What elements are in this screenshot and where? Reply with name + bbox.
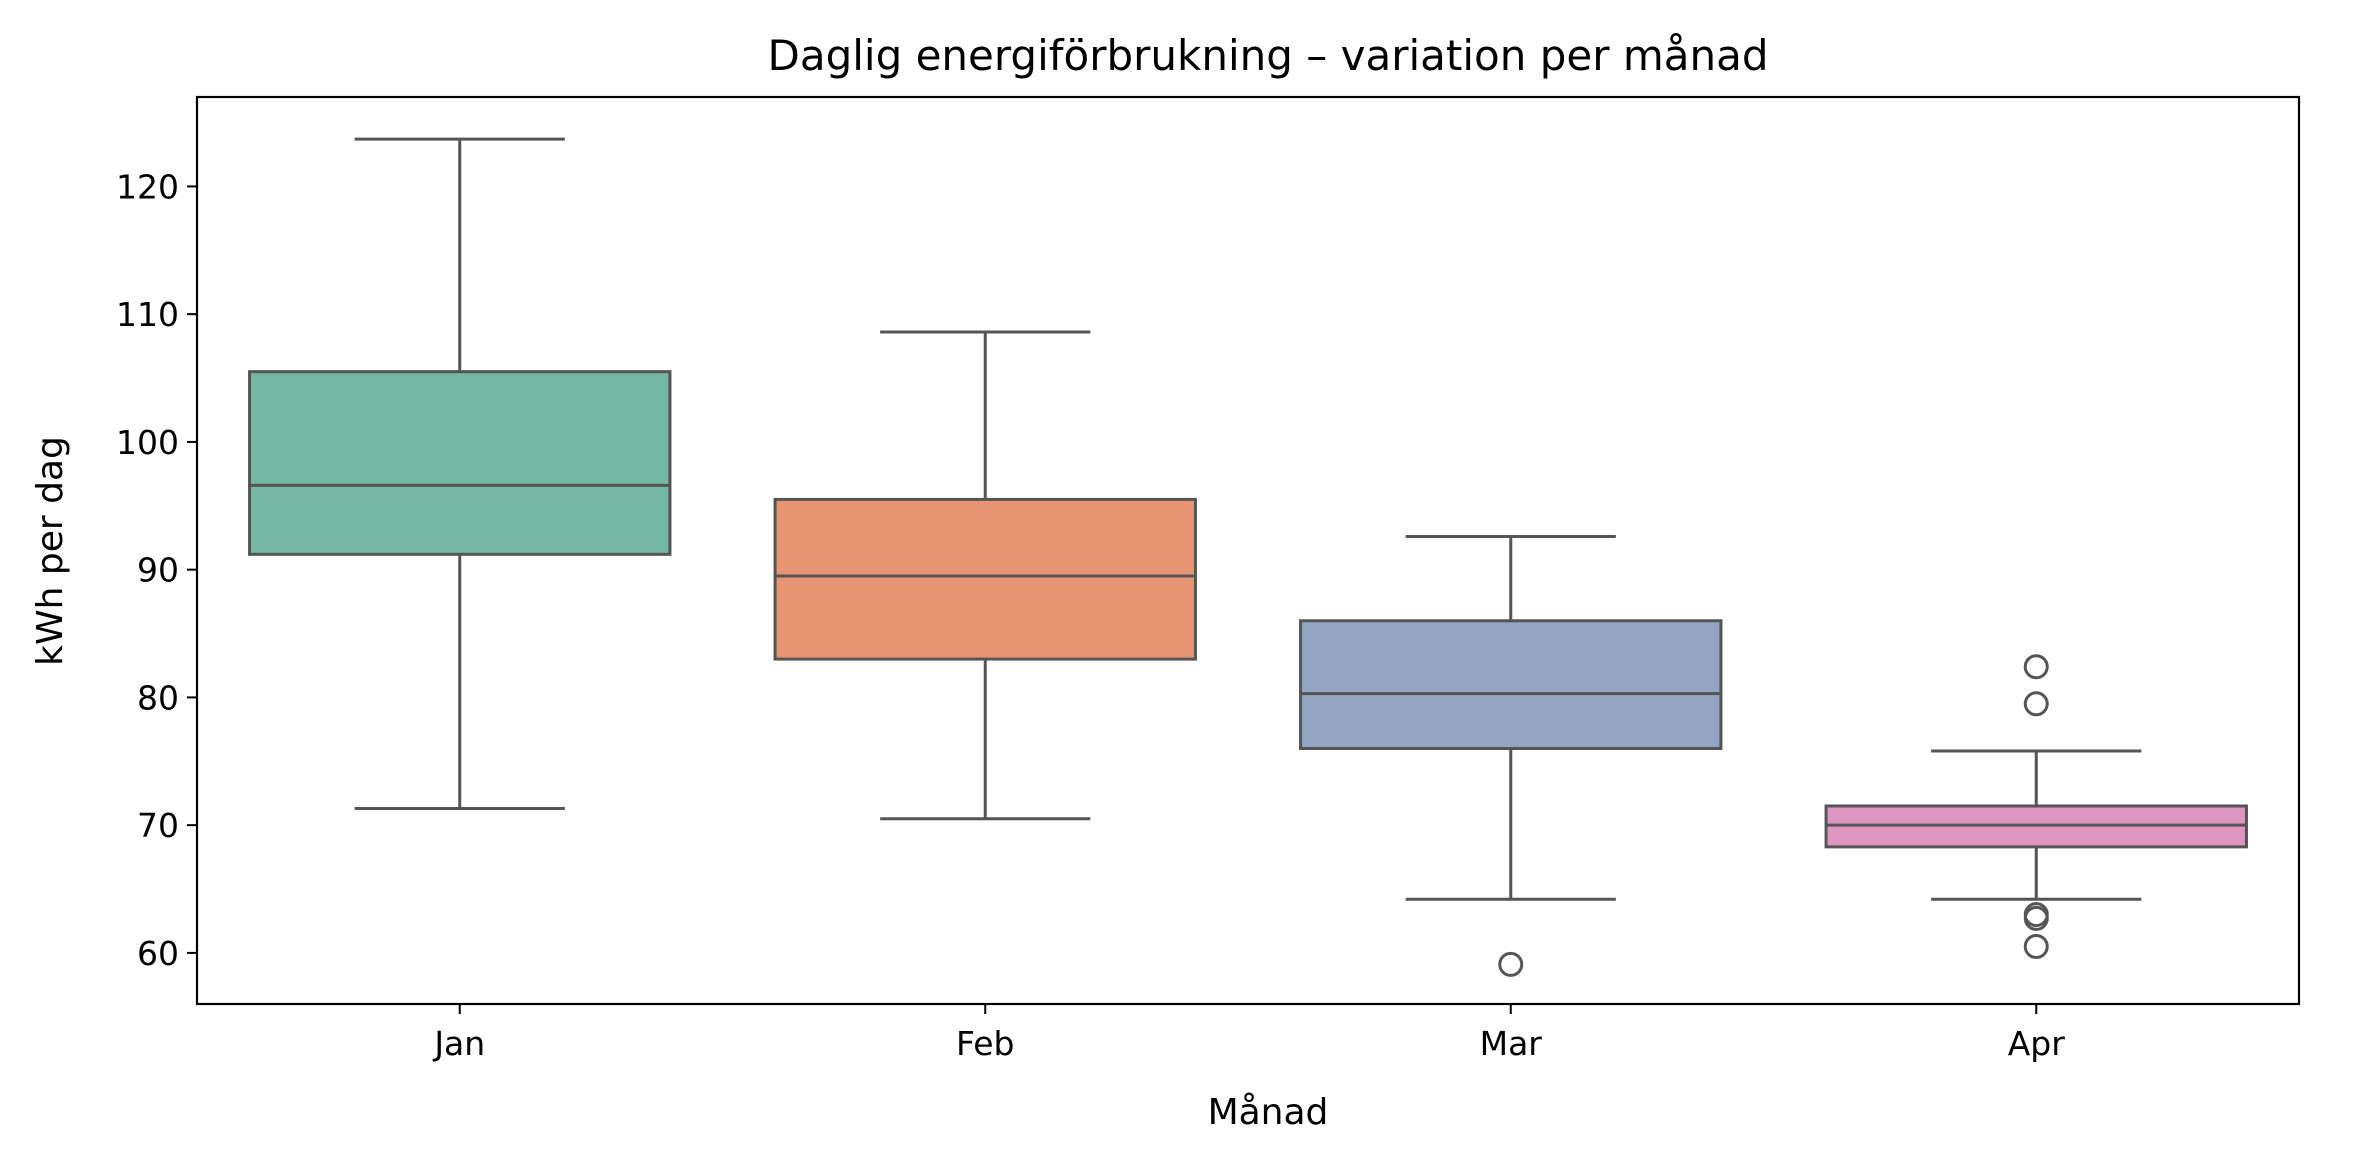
y-tick-label-80: 80 [137,678,179,717]
outlier-apr-4 [2023,905,2049,931]
outlier-apr-1 [2023,654,2049,680]
outlier-apr-2 [2023,691,2049,717]
x-tick-label-jan: Jan [432,1024,485,1063]
outlier-apr-5 [2023,934,2049,960]
x-axis: Jan Feb Mar Apr [432,1004,2065,1063]
x-axis-label: Månad [1208,1092,1329,1133]
y-tick-label-70: 70 [137,806,179,845]
plot-area [248,137,2248,977]
y-tick-label-110: 110 [116,295,179,334]
box-jan [248,370,672,556]
y-tick-label-100: 100 [116,423,179,462]
x-tick-label-feb: Feb [956,1024,1014,1063]
box-group-apr [1824,654,2248,960]
y-tick-label-60: 60 [137,934,179,973]
box-group-mar [1299,534,1723,977]
box-group-jan [248,137,672,811]
x-tick-label-mar: Mar [1480,1024,1543,1063]
plot-frame [195,95,2301,1006]
y-tick-label-120: 120 [116,167,179,206]
box-mar [1299,619,1723,751]
box-feb [773,497,1197,661]
box-group-feb [773,330,1197,821]
x-tick-label-apr: Apr [2008,1024,2066,1063]
y-tick-label-90: 90 [137,551,179,590]
y-axis: 60 70 80 90 100 110 120 [116,167,197,973]
chart-title: Daglig energiförbrukning – variation per… [768,31,1769,80]
y-axis-label: kWh per dag [30,436,71,666]
outlier-mar-1 [1498,951,1524,977]
